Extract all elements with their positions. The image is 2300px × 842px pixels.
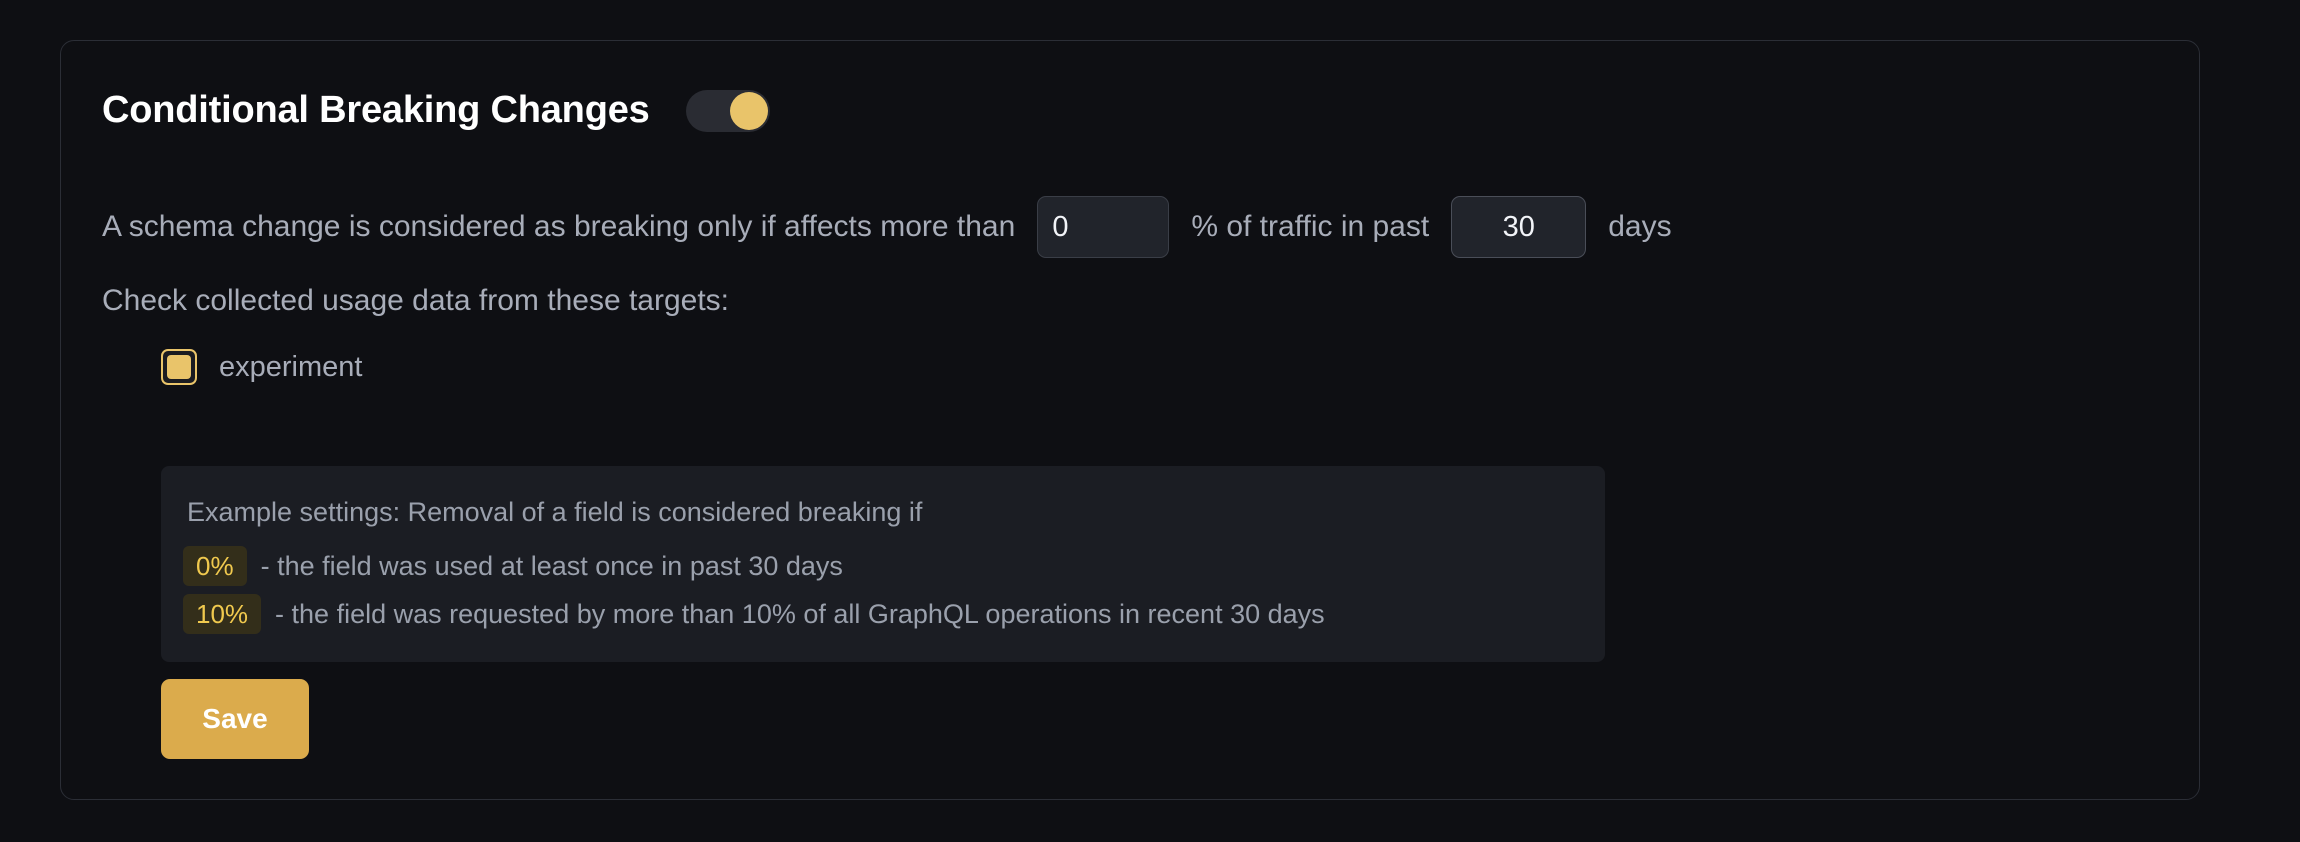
targets-label: Check collected usage data from these ta… — [102, 284, 730, 317]
target-label-experiment: experiment — [219, 350, 363, 383]
example-row: 0% - the field was used at least once in… — [183, 542, 1579, 590]
sentence-text-before-percent: A schema change is considered as breakin… — [102, 210, 1016, 243]
percent-threshold-input[interactable] — [1037, 196, 1170, 258]
sentence-text-after-days: days — [1608, 210, 1672, 243]
card-header: Conditional Breaking Changes — [102, 89, 770, 132]
example-settings-box: Example settings: Removal of a field is … — [161, 466, 1605, 662]
example-badge: 0% — [183, 546, 247, 586]
conditional-breaking-changes-toggle[interactable] — [685, 89, 770, 132]
toggle-knob — [729, 91, 768, 130]
checkbox-fill — [167, 355, 191, 379]
example-row-text: - the field was used at least once in pa… — [260, 550, 843, 581]
page-title: Conditional Breaking Changes — [102, 89, 650, 131]
target-row-experiment[interactable]: experiment — [161, 349, 362, 385]
sentence-text-between: % of traffic in past — [1191, 210, 1430, 243]
example-heading: Example settings: Removal of a field is … — [187, 496, 923, 527]
checkbox-checked-icon[interactable] — [161, 349, 197, 385]
save-button[interactable]: Save — [161, 679, 309, 759]
example-badge: 10% — [183, 594, 262, 634]
breaking-threshold-sentence: A schema change is considered as breakin… — [102, 196, 1672, 258]
example-row: 10% - the field was requested by more th… — [183, 590, 1579, 638]
days-period-input[interactable] — [1451, 196, 1587, 258]
conditional-breaking-changes-card: Conditional Breaking Changes A schema ch… — [60, 40, 2200, 800]
example-row-text: - the field was requested by more than 1… — [275, 598, 1325, 629]
